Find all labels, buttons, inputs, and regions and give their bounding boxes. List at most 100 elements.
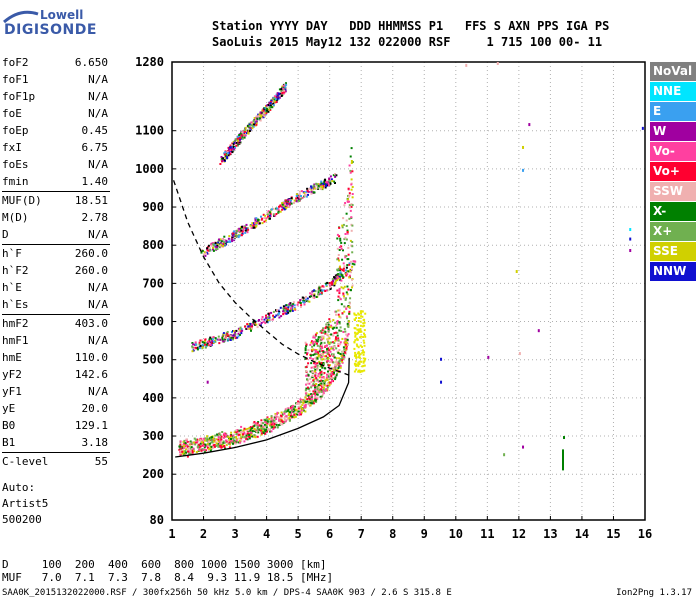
echo-point [342,287,345,290]
legend-item: X- [650,202,696,221]
echo-point [348,310,351,313]
echo-point [337,339,340,342]
echo-point [341,258,344,261]
echo-point [355,353,358,356]
echo-point [329,182,332,185]
echo-point [334,321,337,324]
echo-point [304,403,307,406]
echo-point [233,141,236,144]
echo-point [316,390,319,393]
y-tick-label: 1100 [135,124,164,138]
echo-point [343,285,346,288]
echo-point [232,143,235,145]
echo-point [268,314,271,317]
echo-point [331,282,334,285]
echo-point [265,110,268,113]
echo-point [264,107,267,110]
echo-point [251,325,253,328]
echo-point [254,321,256,324]
legend-item: NNE [650,82,696,101]
echo-point [354,351,357,354]
legend-item: X+ [650,222,696,241]
echo-point [356,332,359,335]
echo-point [285,206,288,209]
echo-point [314,350,317,352]
echo-point [338,226,341,229]
param-row: hmE 110.0 [2,349,110,366]
echo-point [269,318,272,321]
echo-point [252,321,255,324]
echo-point [334,175,337,178]
echo-point [354,354,356,357]
echo-point [236,144,239,147]
echo-point [306,378,309,381]
y-tick-label: 200 [142,467,164,481]
echo-point [252,425,254,428]
echo-point [216,444,219,447]
echo-point [336,237,339,240]
echo-point [337,351,340,354]
echo-point [235,141,238,144]
electron-density-profile-curve [175,357,350,458]
echo-point [327,357,330,360]
echo-point [276,207,279,210]
echo-point [249,427,252,430]
echo-point [202,445,205,447]
echo-point [306,398,309,401]
echo-point [348,305,351,308]
echo-point [273,101,276,104]
echo-point [270,423,273,426]
echo-point [256,220,259,223]
echo-point [237,235,240,238]
echo-point [266,416,269,419]
echo-point [224,156,227,158]
echo-point [261,432,264,435]
echo-point [361,310,364,313]
echo-point [333,276,336,279]
echo-point [228,335,231,338]
muf-dashed-curve [172,180,349,376]
echo-point [342,249,344,252]
echo-point [248,437,251,440]
echo-point [212,249,215,252]
echo-point [234,442,237,445]
echo-point [342,346,345,349]
echo-point [264,219,267,222]
echo-point [299,401,302,404]
x-tick-label: 10 [449,527,463,541]
echo-point [312,336,315,339]
echo-point [342,294,345,297]
echo-point [290,202,293,205]
echo-point [197,446,200,449]
echo-point [350,188,353,191]
echo-point [362,364,365,367]
echo-point [334,339,337,342]
echo-point [345,291,348,294]
echo-point [246,438,249,441]
echo-point [244,325,246,328]
echo-point [338,274,341,276]
echo-point [260,427,263,430]
echo-point [196,348,199,351]
echo-point [311,374,314,377]
echo-point [313,348,316,351]
echo-point [182,450,185,453]
echo-point [328,341,331,344]
echo-point [319,185,322,188]
echo-point [220,158,223,161]
echo-point [245,327,248,330]
echo-point [322,327,325,330]
echo-point [239,136,242,139]
echo-point [254,423,256,426]
param-value: N/A [88,334,108,347]
echo-point [268,316,271,319]
echo-point [314,290,317,293]
echo-point [291,415,294,418]
echo-point [283,202,286,204]
echo-point [256,435,259,438]
echo-point [363,351,366,354]
echo-point [201,441,204,444]
echo-point [310,366,313,369]
echo-point [266,430,268,433]
echo-point [257,113,260,116]
